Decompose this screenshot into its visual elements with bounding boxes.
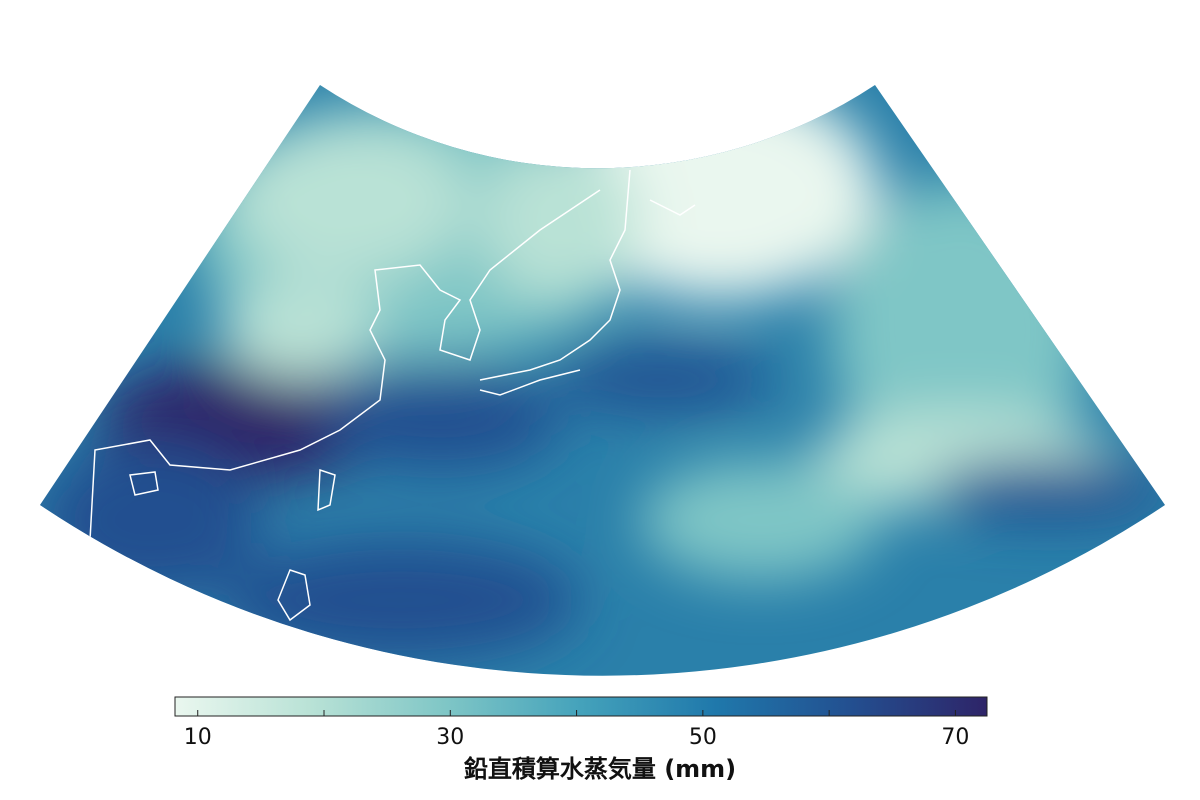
- water-vapor-map: [40, 85, 1165, 676]
- tick-label: 50: [689, 725, 717, 750]
- coastline: [89, 169, 696, 622]
- tick-label: 30: [436, 725, 464, 750]
- tick-label: 70: [941, 725, 969, 750]
- colorbar: [174, 696, 988, 717]
- tick-label: 10: [184, 725, 212, 750]
- colorbar-label: 鉛直積算水蒸気量 (mm): [464, 755, 736, 783]
